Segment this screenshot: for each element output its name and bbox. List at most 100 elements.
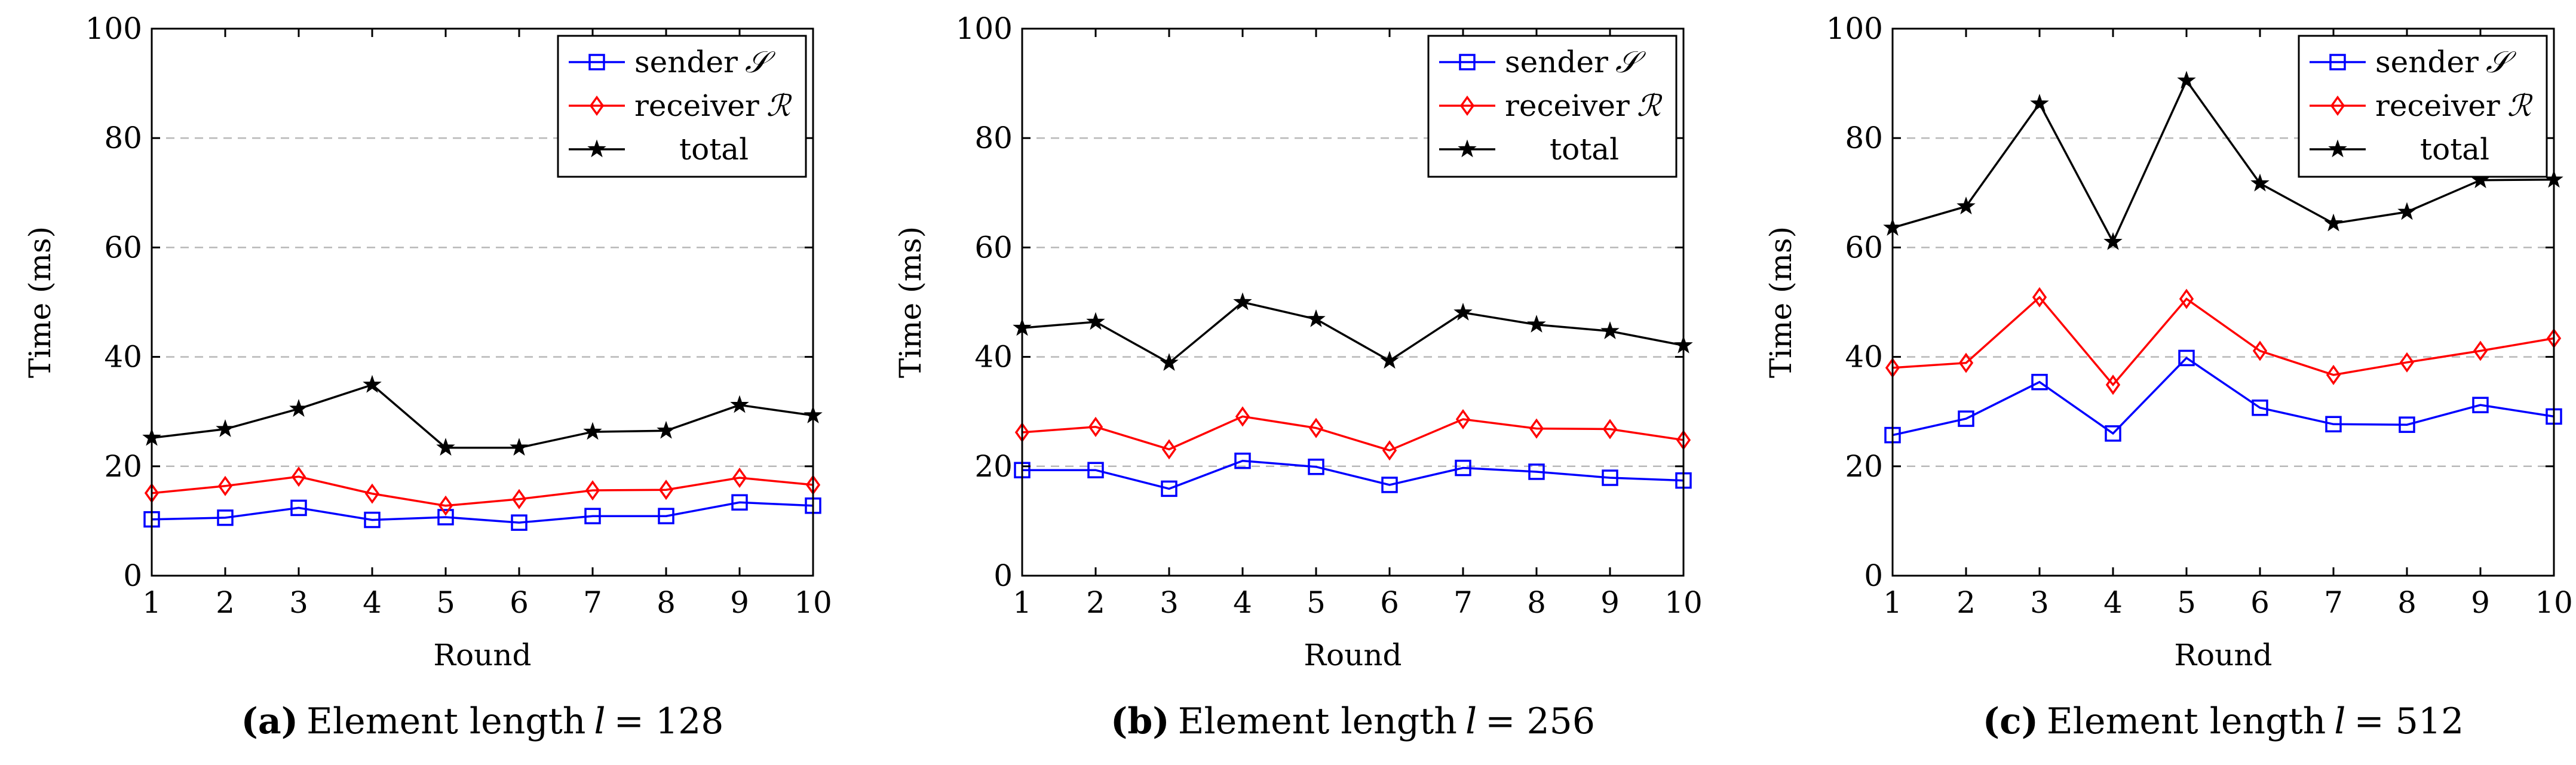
legend-label-receiver: receiver ℛ [634, 88, 792, 123]
y-axis-title: Time (ms) [1764, 226, 1798, 378]
x-tick-label: 9 [730, 585, 749, 620]
data-point-sender [1528, 463, 1545, 480]
data-point-receiver [511, 489, 527, 509]
x-tick-label: 2 [1956, 585, 1976, 620]
data-point-sender [217, 509, 234, 526]
data-point-receiver [217, 475, 233, 496]
x-axis-title: Round [2174, 638, 2272, 672]
x-tick-label: 7 [1453, 585, 1473, 620]
data-point-receiver [2179, 288, 2194, 309]
figure-caption: (c) Element length l = 512 [1983, 701, 2464, 742]
x-tick-label: 9 [1600, 585, 1620, 620]
plot-frame [151, 27, 814, 577]
legend-label-total: total [679, 132, 749, 167]
data-point-sender [1958, 410, 1974, 427]
data-point-total [1160, 353, 1179, 371]
legend-label-sender: sender 𝒮 [2375, 45, 2517, 79]
data-point-sender [731, 494, 748, 511]
data-point-receiver [1308, 417, 1324, 438]
legend-label-sender: sender 𝒮 [1505, 45, 1646, 79]
y-tick-label: 60 [974, 230, 1013, 265]
data-point-sender [658, 508, 674, 524]
x-tick-label: 4 [2103, 585, 2123, 620]
data-point-sender [1161, 480, 1177, 497]
series-line-receiver [151, 475, 814, 507]
data-point-total [1307, 309, 1326, 327]
x-tick-label: 1 [1883, 585, 1902, 620]
data-point-receiver [2105, 374, 2121, 395]
data-point-receiver [2326, 364, 2341, 385]
legend-marker-receiver [589, 95, 605, 116]
x-tick-label: 7 [583, 585, 602, 620]
data-point-sender [2399, 416, 2415, 433]
series-line-sender [151, 501, 814, 524]
data-point-sender [2178, 349, 2195, 367]
data-point-total [730, 395, 749, 413]
data-point-total [510, 438, 529, 456]
x-tick-label: 5 [2177, 585, 2196, 620]
x-tick-label: 3 [289, 585, 308, 620]
plot-frame [1891, 27, 2555, 577]
plot-frame [1021, 27, 1685, 577]
data-point-total [289, 399, 308, 417]
data-point-receiver [438, 495, 453, 516]
data-point-sender [2031, 373, 2048, 391]
data-point-sender [1308, 458, 1324, 475]
y-tick-label: 100 [85, 11, 142, 46]
legend-marker-sender [588, 54, 605, 70]
data-point-receiver [1088, 416, 1103, 437]
legend-marker-total [2328, 139, 2347, 158]
data-point-total [1600, 321, 1620, 339]
data-point-total [1380, 351, 1399, 369]
legend-marker-receiver [1459, 95, 1475, 116]
x-tick-label: 3 [1160, 585, 1179, 620]
x-tick-label: 6 [510, 585, 529, 620]
data-point-receiver [291, 466, 306, 487]
x-tick-label: 10 [794, 585, 832, 620]
data-point-total [2030, 93, 2049, 112]
legend-marker-total [587, 139, 606, 158]
y-axis-title: Time (ms) [893, 226, 928, 378]
data-point-receiver [1529, 418, 1544, 439]
x-tick-label: 8 [2397, 585, 2416, 620]
series-line-sender [1022, 459, 1684, 490]
data-point-sender [437, 509, 454, 526]
data-point-sender [2325, 416, 2342, 433]
data-point-total [1086, 312, 1105, 330]
x-tick-label: 1 [1013, 585, 1032, 620]
legend-label-receiver: receiver ℛ [2375, 88, 2533, 123]
legend-label-receiver: receiver ℛ [1505, 88, 1663, 123]
y-tick-label: 0 [993, 558, 1013, 593]
x-axis-title: Round [1304, 638, 1402, 672]
x-tick-label: 4 [363, 585, 382, 620]
data-point-total [657, 420, 676, 439]
data-point-receiver [1235, 406, 1250, 427]
y-tick-label: 0 [123, 558, 142, 593]
data-point-sender [1087, 462, 1104, 478]
x-tick-label: 10 [2535, 585, 2573, 620]
y-tick-label: 0 [1864, 558, 1883, 593]
y-tick-label: 80 [104, 121, 142, 155]
series-line-sender [1892, 357, 2554, 437]
data-point-receiver [2252, 340, 2268, 361]
data-point-receiver [1602, 419, 1618, 440]
y-tick-label: 60 [104, 230, 142, 265]
x-tick-label: 6 [1380, 585, 1399, 620]
x-tick-label: 6 [2250, 585, 2270, 620]
y-tick-label: 40 [1845, 340, 1883, 374]
x-tick-label: 1 [142, 585, 161, 620]
data-point-receiver [2032, 287, 2047, 308]
data-point-receiver [732, 468, 747, 489]
x-tick-label: 8 [1527, 585, 1546, 620]
data-point-sender [364, 511, 381, 529]
legend-label-total: total [1550, 132, 1619, 167]
data-point-total [2177, 70, 2196, 89]
y-tick-label: 80 [1845, 121, 1883, 155]
series-line-receiver [1022, 415, 1684, 452]
y-axis-title: Time (ms) [23, 226, 57, 378]
data-point-sender [1234, 452, 1251, 469]
series-line-total [1892, 78, 2554, 245]
